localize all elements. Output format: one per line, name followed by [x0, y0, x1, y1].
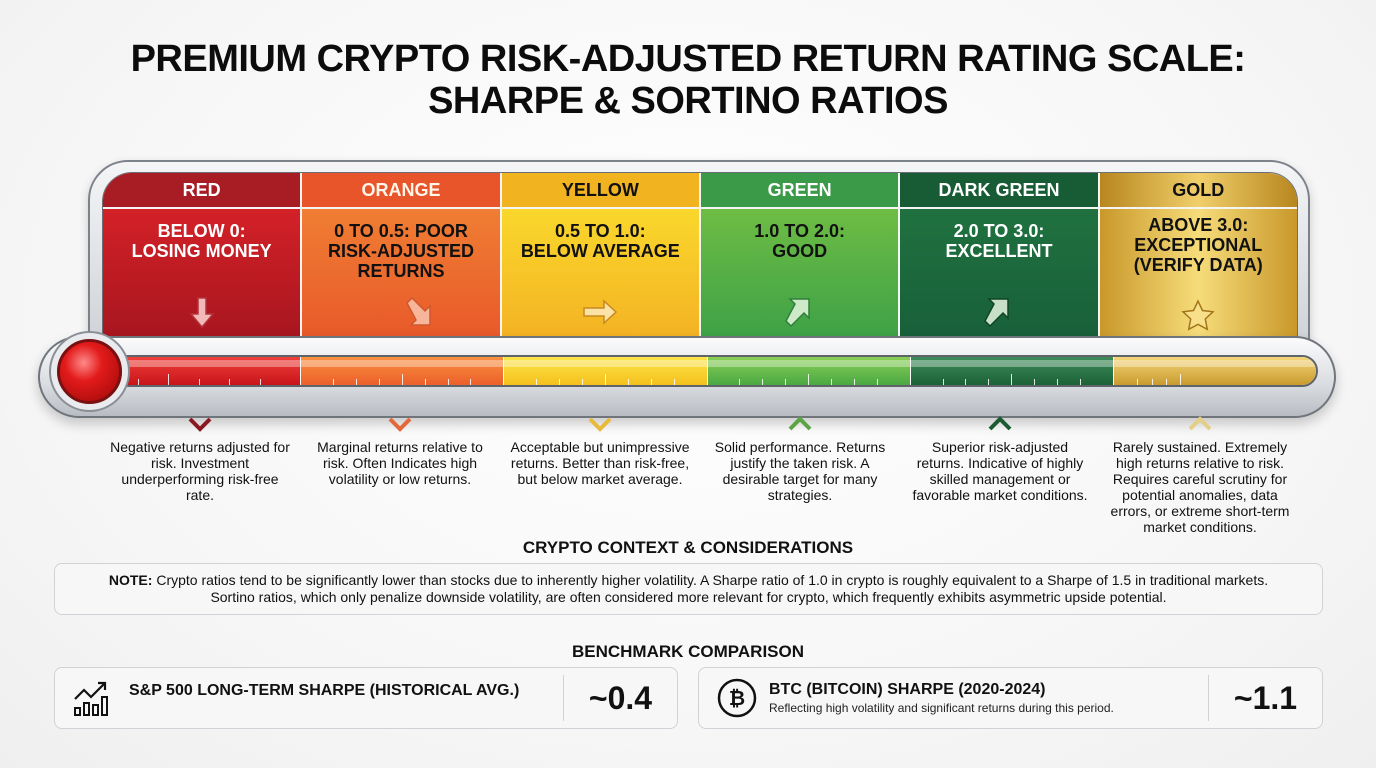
thermometer-bulb — [57, 339, 122, 404]
title-line-2: SHARPE & SORTINO RATIOS — [428, 80, 948, 122]
tier-label: GREEN — [700, 173, 899, 209]
chevron-up-icon — [988, 416, 1012, 431]
tier-yellow: YELLOW 0.5 TO 1.0: BELOW AVERAGE — [501, 173, 701, 336]
tube-segment-gold — [1113, 357, 1316, 385]
tube-segment-yellow — [504, 357, 708, 385]
title-line-1: PREMIUM CRYPTO RISK-ADJUSTED RETURN RATI… — [130, 38, 1246, 80]
context-note: NOTE: Crypto ratios tend to be significa… — [54, 563, 1323, 615]
tier-label: RED — [103, 173, 301, 209]
arrow-down-icon — [189, 297, 215, 329]
description-red: Negative returns adjusted for risk. Inve… — [100, 415, 300, 535]
chevron-down-icon — [188, 417, 212, 432]
benchmark-value: ~1.1 — [1208, 675, 1322, 721]
description-text: Superior risk-adjusted returns. Indicati… — [912, 439, 1088, 503]
tier-gold: GOLD ABOVE 3.0: EXCEPTIONAL (VERIFY DATA… — [1099, 173, 1297, 336]
benchmark-card-sp500: S&P 500 LONG-TERM SHARPE (HISTORICAL AVG… — [54, 667, 678, 729]
benchmark-subtext: Reflecting high volatility and significa… — [769, 701, 1114, 715]
tier-label: YELLOW — [501, 173, 699, 209]
description-text: Solid performance. Returns justify the t… — [714, 439, 886, 503]
description-dark-green: Superior risk-adjusted returns. Indicati… — [900, 415, 1100, 535]
description-text: Acceptable but unimpressive returns. Bet… — [510, 439, 690, 487]
tube-segment-dark-green — [910, 357, 1114, 385]
tier-range: 2.0 TO 3.0: EXCELLENT — [945, 221, 1053, 261]
tube-segment-red — [98, 357, 302, 385]
tube-segment-orange — [301, 357, 505, 385]
chevron-up-icon — [788, 416, 812, 431]
svg-text:₿: ₿ — [729, 686, 745, 710]
benchmark-card-btc: ₿ BTC (BITCOIN) SHARPE (2020-2024) Refle… — [698, 667, 1323, 729]
star-icon — [1181, 299, 1215, 331]
description-orange: Marginal returns relative to risk. Often… — [300, 415, 500, 535]
benchmark-label: S&P 500 LONG-TERM SHARPE (HISTORICAL AVG… — [129, 682, 520, 699]
tier-range: 1.0 TO 2.0: GOOD — [754, 221, 845, 261]
rating-scale-panel: RED BELOW 0: LOSING MONEY ORANGE 0 TO 0.… — [102, 172, 1298, 337]
tube-segment-green — [707, 357, 911, 385]
thermometer-tube — [96, 355, 1318, 387]
description-text: Marginal returns relative to risk. Often… — [317, 439, 483, 487]
tier-green: GREEN 1.0 TO 2.0: GOOD — [700, 173, 901, 336]
note-text: Crypto ratios tend to be significantly l… — [152, 572, 1269, 605]
tier-dark-green: DARK GREEN 2.0 TO 3.0: EXCELLENT — [900, 173, 1100, 336]
arrow-up-right-icon — [784, 298, 810, 328]
tier-range: ABOVE 3.0: EXCEPTIONAL (VERIFY DATA) — [1133, 215, 1263, 275]
description-green: Solid performance. Returns justify the t… — [700, 415, 900, 535]
description-yellow: Acceptable but unimpressive returns. Bet… — [500, 415, 700, 535]
benchmark-label: BTC (BITCOIN) SHARPE (2020-2024) — [769, 681, 1046, 698]
tier-orange: ORANGE 0 TO 0.5: POOR RISK-ADJUSTED RETU… — [302, 173, 502, 336]
tier-descriptions: Negative returns adjusted for risk. Inve… — [100, 415, 1300, 535]
chevron-up-icon — [1188, 416, 1212, 431]
chart-growth-icon — [74, 681, 108, 716]
benchmark-value: ~0.4 — [563, 675, 677, 721]
benchmark-heading: BENCHMARK COMPARISON — [571, 642, 804, 661]
tier-range: 0.5 TO 1.0: BELOW AVERAGE — [520, 221, 680, 261]
arrow-right-icon — [583, 299, 618, 325]
chevron-down-icon — [388, 417, 412, 432]
arrow-down-right-icon — [405, 296, 431, 326]
page-title: PREMIUM CRYPTO RISK-ADJUSTED RETURN RATI… — [0, 38, 1376, 122]
description-text: Rarely sustained. Extremely high returns… — [1110, 439, 1290, 535]
description-text: Negative returns adjusted for risk. Inve… — [110, 439, 290, 503]
tier-range: BELOW 0: LOSING MONEY — [131, 221, 272, 261]
tier-range: 0 TO 0.5: POOR RISK-ADJUSTED RETURNS — [327, 221, 474, 281]
note-label: NOTE: — [108, 572, 153, 588]
tier-red: RED BELOW 0: LOSING MONEY — [103, 173, 303, 336]
tier-label: DARK GREEN — [900, 173, 1098, 209]
chevron-down-icon — [588, 417, 612, 432]
tier-label: ORANGE — [302, 173, 500, 209]
tier-label: GOLD — [1099, 173, 1297, 209]
arrow-up-right-icon — [984, 298, 1009, 328]
description-gold: Rarely sustained. Extremely high returns… — [1100, 415, 1300, 535]
context-heading: CRYPTO CONTEXT & CONSIDERATIONS — [522, 538, 854, 557]
bitcoin-icon: ₿ — [717, 678, 757, 718]
